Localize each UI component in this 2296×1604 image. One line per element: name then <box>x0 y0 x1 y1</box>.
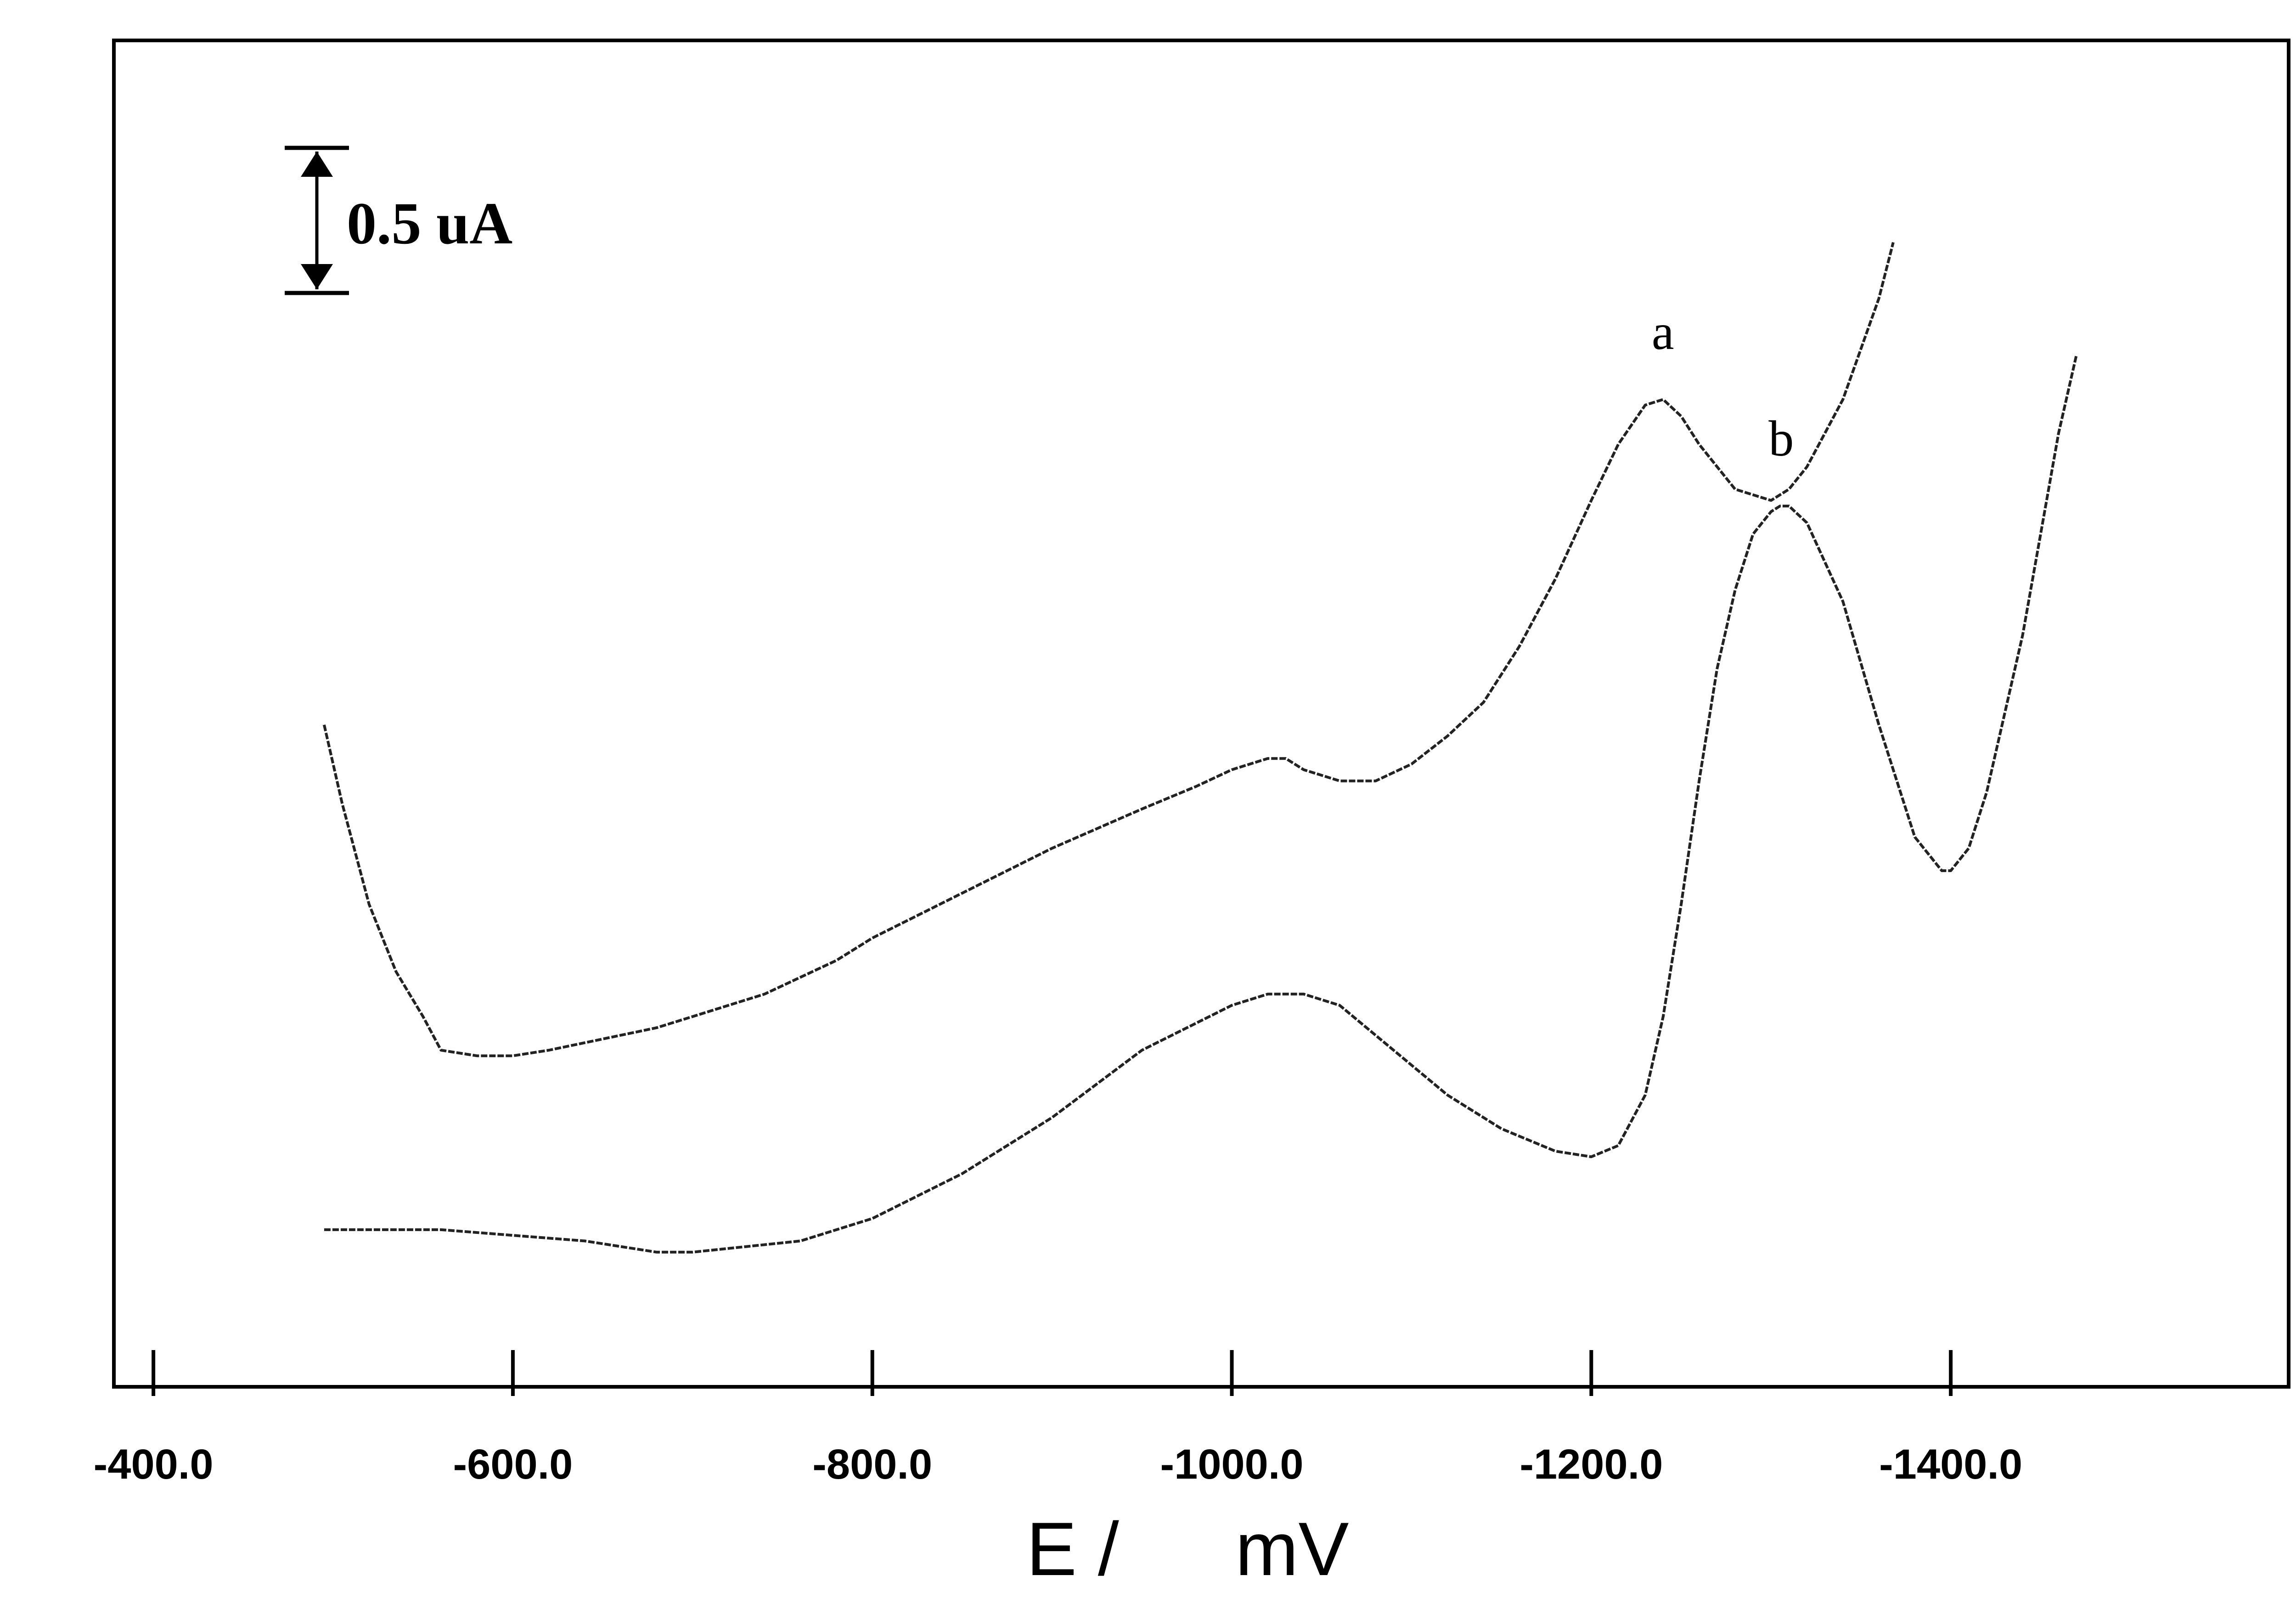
series-label-b: b <box>1768 411 1794 467</box>
series-line-a <box>322 242 1895 1058</box>
x-axis-title-right: mV <box>1235 1507 1349 1591</box>
x-tick-label: -800.0 <box>812 1441 932 1488</box>
x-axis-title-left: E / <box>1026 1507 1119 1591</box>
x-tick-label: -1000.0 <box>1160 1441 1304 1488</box>
x-axis-ticks <box>152 1350 1953 1396</box>
series-layer: ab <box>322 242 2078 1254</box>
x-axis-tick-labels: -400.0 -600.0 -800.0 -1000.0 -1200.0 -1400.0 <box>94 1441 2023 1488</box>
series-line-b <box>324 354 2078 1254</box>
plot-frame <box>112 39 2290 1389</box>
scale-bar-label: 0.5 uA <box>347 191 512 257</box>
scale-bar-down-arrow <box>301 264 333 289</box>
x-tick-label: -1400.0 <box>1879 1441 2022 1488</box>
x-tick-label: -400.0 <box>94 1441 214 1488</box>
scale-bar: 0.5 uA <box>285 146 512 295</box>
series-label-a: a <box>1652 304 1674 360</box>
x-tick-label: -1200.0 <box>1519 1441 1663 1488</box>
scale-bar-up-arrow <box>301 152 333 177</box>
x-tick-label: -600.0 <box>453 1441 573 1488</box>
